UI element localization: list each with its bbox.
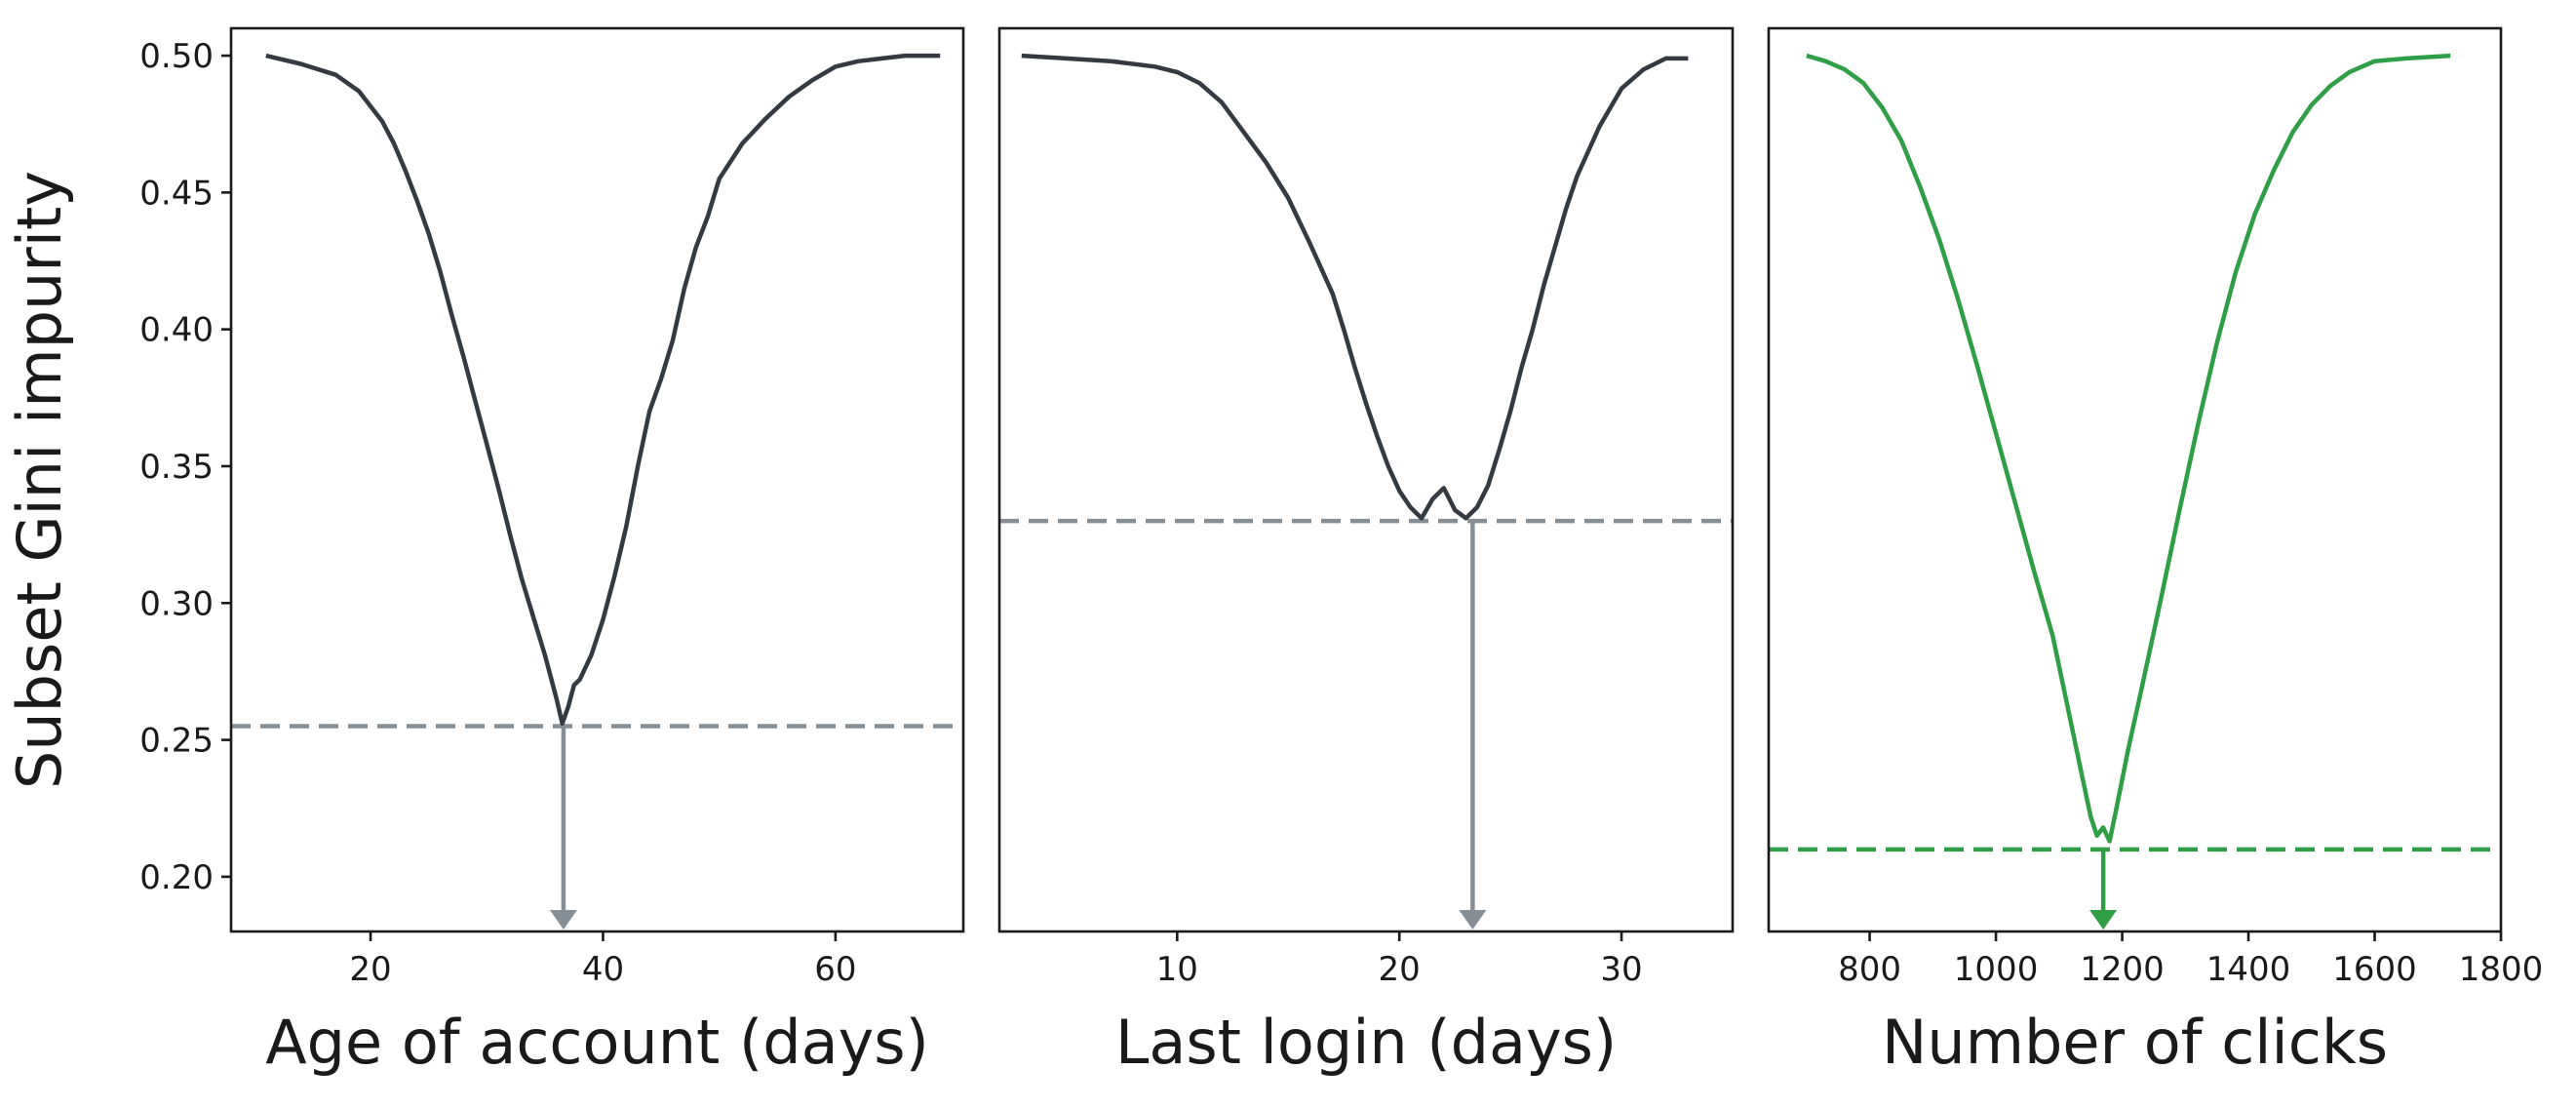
x-tick-label: 1800: [2459, 950, 2544, 989]
x-tick-label: 20: [349, 950, 391, 989]
x-tick-label: 1200: [2080, 950, 2165, 989]
plot-frame: [997, 26, 1735, 933]
x-tick-label: 1400: [2206, 950, 2291, 989]
plot-frame: [229, 26, 965, 933]
split-arrow-head: [1459, 910, 1487, 930]
x-axis-title: Last login (days): [1115, 1007, 1617, 1078]
panels: 20 40 60 0.20 0.25 0.30 0.35 0.40 0.45 0.50 Age of…: [139, 26, 2544, 1078]
panel-1: 20 40 60 0.20 0.25 0.30 0.35 0.40 0.45 0.50 Age of…: [139, 26, 965, 1078]
y-tick-label: 0.20: [139, 858, 214, 897]
x-tick-label: 800: [1838, 950, 1901, 989]
panel-2: 10 20 30 Last login (days): [997, 26, 1735, 1078]
y-tick-label: 0.25: [139, 722, 214, 761]
y-tick-label: 0.40: [139, 311, 214, 350]
split-arrow-head: [2089, 910, 2118, 930]
x-axis-title: Age of account (days): [265, 1007, 929, 1078]
y-axis-title: Subset Gini impurity: [4, 171, 75, 789]
series-line: [265, 53, 941, 726]
y-tick-label: 0.35: [139, 448, 214, 487]
y-tick-label: 0.45: [139, 174, 214, 213]
x-tick-label: 40: [582, 950, 624, 989]
series-line: [1021, 53, 1689, 521]
y-tick-label: 0.30: [139, 584, 214, 623]
plot-frame: [1767, 26, 2503, 933]
x-tick-label: 30: [1600, 950, 1642, 989]
split-arrow-head: [549, 910, 577, 930]
x-tick-label: 1000: [1954, 950, 2039, 989]
x-tick-label: 10: [1156, 950, 1198, 989]
x-axis-title: Number of clicks: [1882, 1007, 2388, 1078]
series-line: [1806, 53, 2451, 844]
x-tick-label: 1600: [2332, 950, 2417, 989]
panel-3: 800 1000 1200 1400 1600 1800 Number of clicks: [1767, 26, 2544, 1078]
x-tick-label: 60: [814, 950, 856, 989]
x-tick-label: 20: [1379, 950, 1421, 989]
y-tick-label: 0.50: [139, 37, 214, 76]
